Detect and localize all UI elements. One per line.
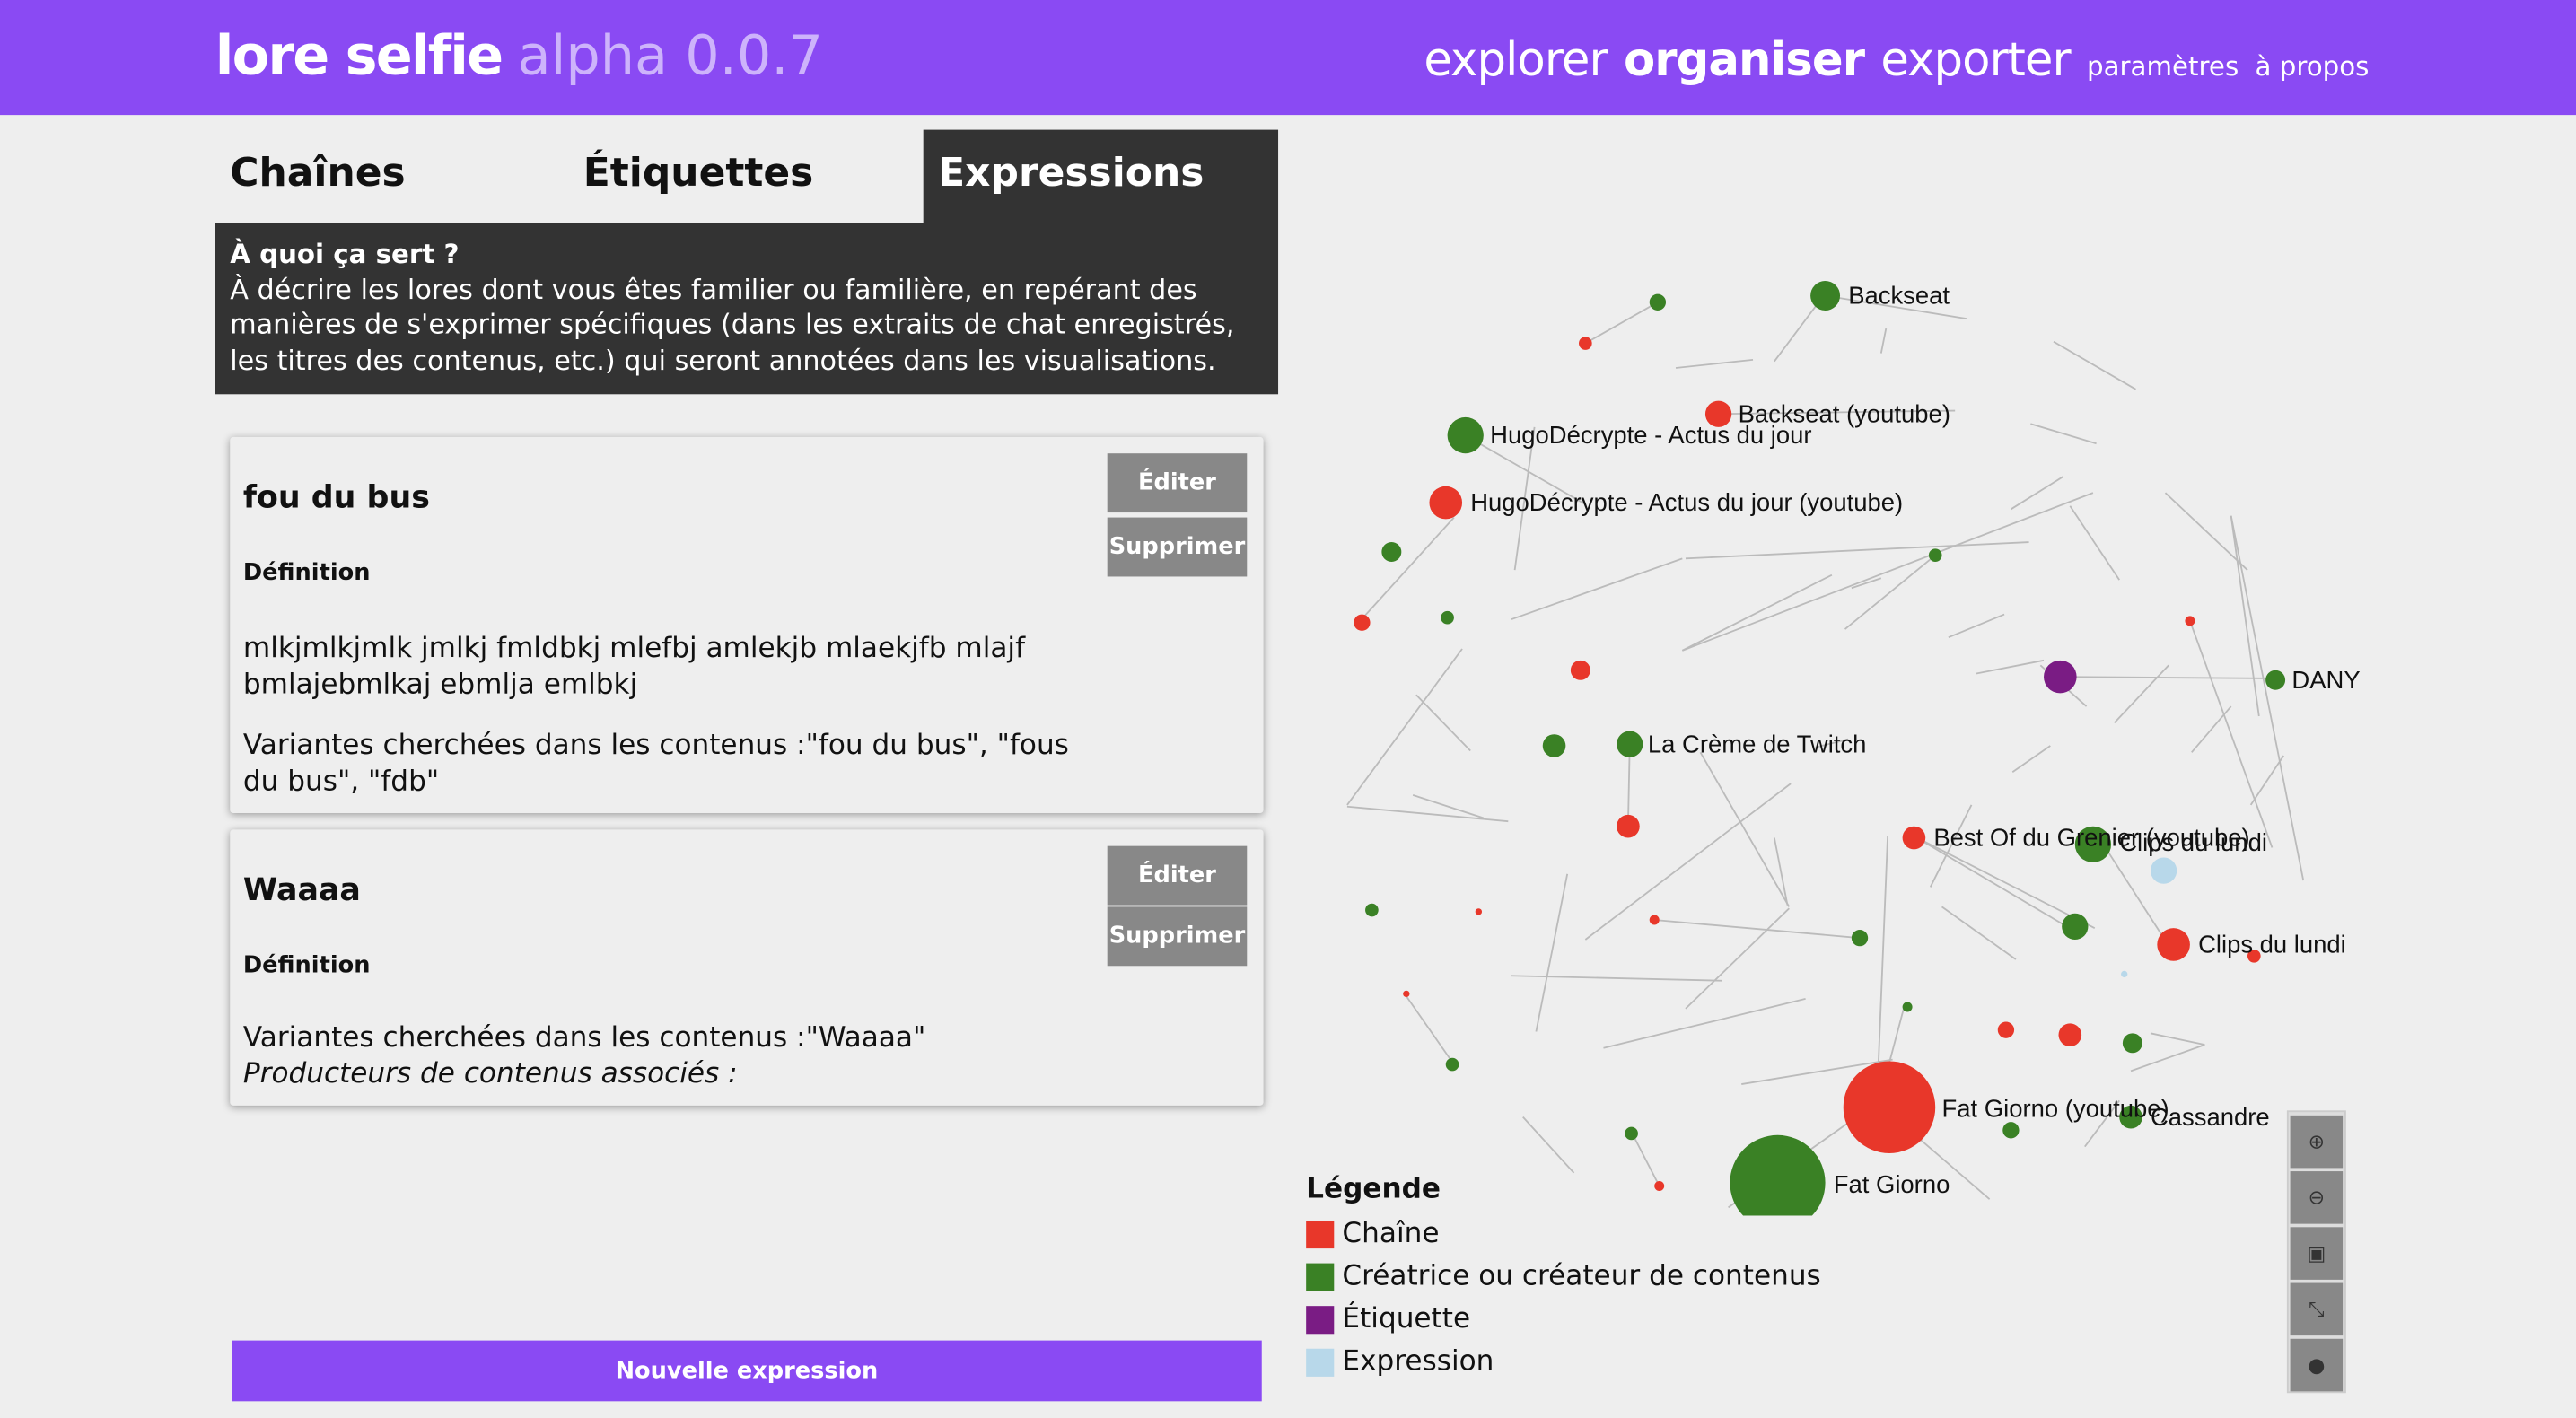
producers-text: Producteurs de contenus associés : bbox=[242, 1057, 738, 1091]
zoom-in-icon[interactable]: ⊕ bbox=[2290, 1115, 2344, 1169]
network-graph[interactable]: Backseat Backseat (youtube) HugoDécrypte… bbox=[1298, 230, 2382, 1216]
legend-swatch bbox=[1306, 1220, 1335, 1248]
zoom-out-icon[interactable]: ⊖ bbox=[2290, 1171, 2344, 1224]
main-nav: explorer organiser exporter paramètres à… bbox=[1407, 33, 2369, 87]
expression-name: Waaaa bbox=[242, 871, 361, 909]
node-label: DANY bbox=[2291, 666, 2360, 694]
variants-text: Variantes cherchées dans les contenus :"… bbox=[242, 729, 1069, 799]
node-label: Fat Giorno (youtube) bbox=[1942, 1095, 2169, 1123]
brand-name: lore selfie bbox=[215, 22, 504, 88]
node-label: Backseat bbox=[1848, 282, 1950, 310]
legend-item: Chaîne bbox=[1306, 1212, 1821, 1256]
edit-button[interactable]: Éditer bbox=[1107, 845, 1248, 906]
fullscreen-icon[interactable]: ⤡ bbox=[2290, 1282, 2344, 1336]
node-label: Backseat (youtube) bbox=[1739, 399, 1950, 427]
new-expression-button[interactable]: Nouvelle expression bbox=[232, 1340, 1262, 1402]
nav-export[interactable]: exporter bbox=[1880, 32, 2071, 88]
node-label: HugoDécrypte - Actus du jour (youtube) bbox=[1470, 488, 1903, 516]
delete-button[interactable]: Supprimer bbox=[1107, 906, 1248, 967]
info-box: À quoi ça sert ? À décrire les lores don… bbox=[215, 223, 1279, 395]
info-title: À quoi ça sert ? bbox=[230, 238, 460, 270]
nav-settings[interactable]: paramètres bbox=[2086, 50, 2239, 83]
node-label: La Crème de Twitch bbox=[1648, 730, 1866, 757]
legend-label: Étiquette bbox=[1342, 1302, 1471, 1336]
version-label: alpha 0.0.7 bbox=[517, 22, 823, 88]
tab-tags[interactable]: Étiquettes bbox=[583, 149, 814, 196]
variants-text: Variantes cherchées dans les contenus :"… bbox=[242, 1021, 926, 1055]
expression-card: fou du bus Éditer Supprimer Définition m… bbox=[230, 436, 1264, 814]
nav-explore[interactable]: explorer bbox=[1424, 32, 1608, 88]
definition-label: Définition bbox=[242, 560, 371, 587]
expression-card: Waaaa Éditer Supprimer Définition Varian… bbox=[230, 829, 1264, 1106]
play-icon[interactable]: ● bbox=[2290, 1338, 2344, 1392]
graph-legend: Légende Chaîne Créatrice ou créateur de … bbox=[1306, 1173, 1821, 1383]
legend-swatch bbox=[1306, 1347, 1335, 1376]
node-label: Fat Giorno bbox=[1834, 1170, 1950, 1198]
legend-item: Créatrice ou créateur de contenus bbox=[1306, 1255, 1821, 1298]
nav-about[interactable]: à propos bbox=[2255, 50, 2370, 83]
graph-controls: ⊕ ⊖ ▣ ⤡ ● bbox=[2286, 1110, 2346, 1394]
delete-button[interactable]: Supprimer bbox=[1107, 517, 1248, 577]
legend-swatch bbox=[1306, 1262, 1335, 1291]
info-text: À décrire les lores dont vous êtes famil… bbox=[230, 273, 1235, 376]
legend-item: Expression bbox=[1306, 1341, 1821, 1384]
app-logo[interactable]: lore selfie alpha 0.0.7 bbox=[215, 23, 823, 87]
tab-expressions[interactable]: Expressions bbox=[923, 129, 1279, 223]
top-bar: lore selfie alpha 0.0.7 explorer organis… bbox=[0, 0, 2576, 116]
definition-label: Définition bbox=[242, 952, 371, 979]
node-label: HugoDécrypte - Actus du jour bbox=[1490, 421, 1811, 449]
expression-name: fou du bus bbox=[242, 479, 430, 516]
legend-item: Étiquette bbox=[1306, 1298, 1821, 1341]
node-label: Clips du lundi bbox=[2198, 931, 2346, 958]
tab-bar: Chaînes Étiquettes Expressions bbox=[215, 129, 1279, 223]
edit-button[interactable]: Éditer bbox=[1107, 453, 1248, 513]
legend-label: Créatrice ou créateur de contenus bbox=[1342, 1259, 1821, 1293]
legend-title: Légende bbox=[1306, 1172, 1441, 1206]
fit-icon[interactable]: ▣ bbox=[2290, 1227, 2344, 1280]
legend-label: Chaîne bbox=[1342, 1217, 1440, 1250]
tab-channels[interactable]: Chaînes bbox=[230, 149, 406, 196]
node-label: Clips du lundi bbox=[2119, 828, 2267, 856]
legend-label: Expression bbox=[1342, 1345, 1494, 1379]
node-label: Best Of du Grenier (youtube) bbox=[1933, 824, 2249, 852]
nav-organize[interactable]: organiser bbox=[1623, 32, 1865, 88]
definition-text: mlkjmlkjmlk jmlkj fmldbkj mlefbj amlekjb… bbox=[242, 632, 1026, 702]
legend-swatch bbox=[1306, 1305, 1335, 1334]
node-label: Cassandre bbox=[2151, 1103, 2270, 1131]
